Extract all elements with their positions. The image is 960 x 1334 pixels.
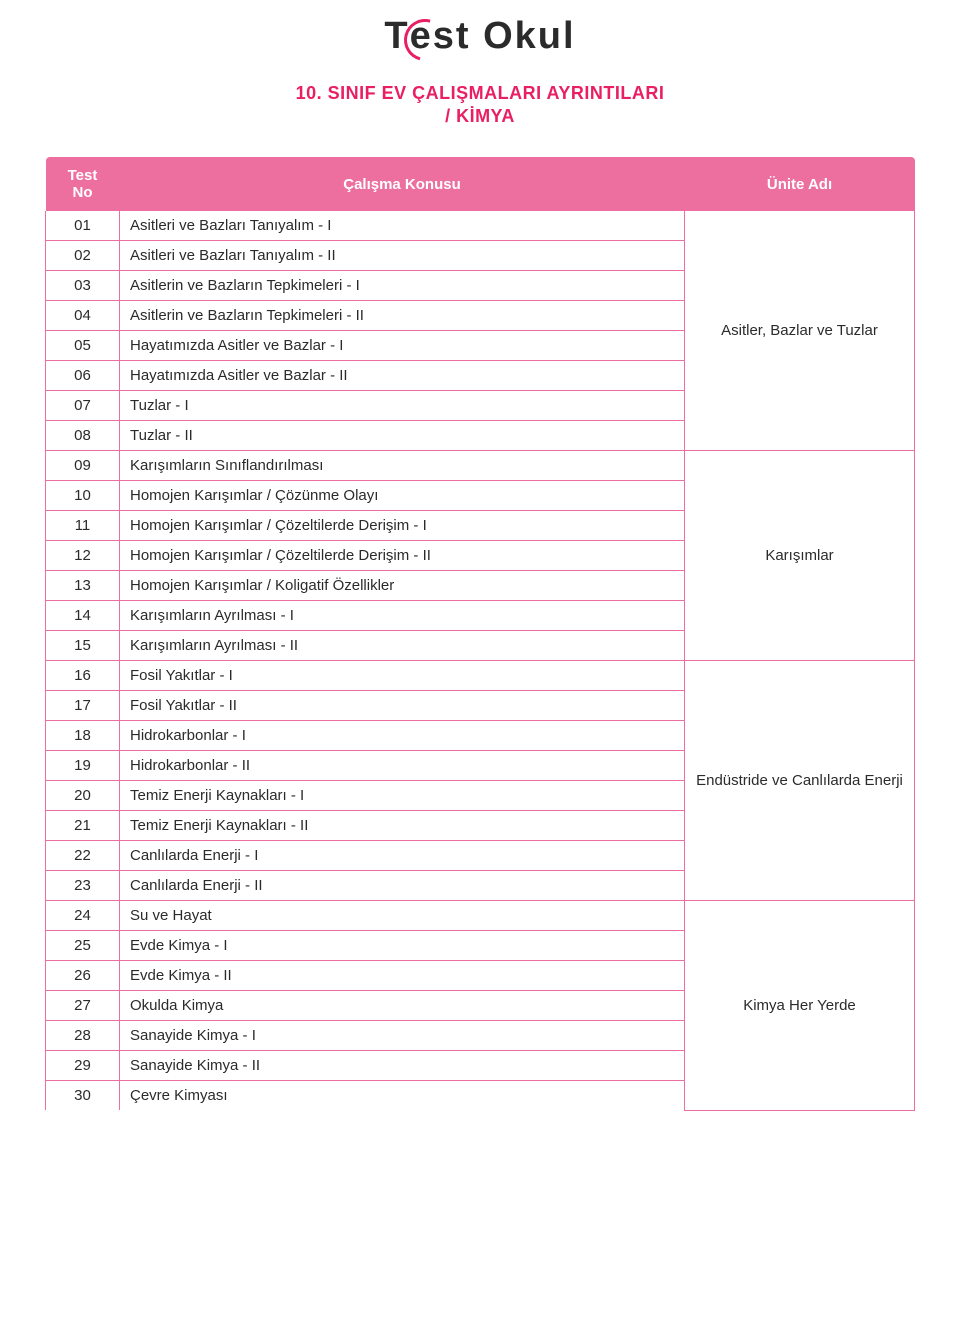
col-header-no: Test No: [46, 157, 120, 211]
table-header-row: Test No Çalışma Konusu Ünite Adı: [46, 157, 915, 211]
cell-no: 20: [46, 781, 120, 811]
cell-topic: Evde Kimya - II: [120, 961, 685, 991]
cell-no: 24: [46, 901, 120, 931]
cell-no: 23: [46, 871, 120, 901]
page-subtitle: / KİMYA: [0, 106, 960, 127]
cell-topic: Homojen Karışımlar / Çözeltilerde Derişi…: [120, 541, 685, 571]
cell-no: 14: [46, 601, 120, 631]
table-row: 09Karışımların SınıflandırılmasıKarışıml…: [46, 451, 915, 481]
cell-topic: Asitleri ve Bazları Tanıyalım - I: [120, 211, 685, 241]
cell-topic: Tuzlar - I: [120, 391, 685, 421]
cell-unit: Karışımlar: [685, 451, 915, 661]
cell-topic: Su ve Hayat: [120, 901, 685, 931]
cell-no: 10: [46, 481, 120, 511]
cell-topic: Karışımların Ayrılması - II: [120, 631, 685, 661]
page-title: 10. SINIF EV ÇALIŞMALARI AYRINTILARI: [0, 83, 960, 104]
cell-topic: Hidrokarbonlar - I: [120, 721, 685, 751]
logo-circled-letter: e: [410, 15, 433, 58]
cell-no: 28: [46, 1021, 120, 1051]
cell-unit: Kimya Her Yerde: [685, 901, 915, 1111]
cell-topic: Temiz Enerji Kaynakları - I: [120, 781, 685, 811]
cell-no: 08: [46, 421, 120, 451]
cell-no: 17: [46, 691, 120, 721]
cell-no: 04: [46, 301, 120, 331]
cell-topic: Karışımların Sınıflandırılması: [120, 451, 685, 481]
table-row: 01Asitleri ve Bazları Tanıyalım - IAsitl…: [46, 211, 915, 241]
cell-unit: Asitler, Bazlar ve Tuzlar: [685, 211, 915, 451]
cell-topic: Sanayide Kimya - II: [120, 1051, 685, 1081]
cell-topic: Çevre Kimyası: [120, 1081, 685, 1111]
col-header-topic: Çalışma Konusu: [120, 157, 685, 211]
cell-topic: Hayatımızda Asitler ve Bazlar - I: [120, 331, 685, 361]
table-container: Test No Çalışma Konusu Ünite Adı 01Asitl…: [45, 157, 915, 1111]
cell-topic: Homojen Karışımlar / Çözeltilerde Derişi…: [120, 511, 685, 541]
cell-no: 26: [46, 961, 120, 991]
cell-no: 29: [46, 1051, 120, 1081]
cell-topic: Evde Kimya - I: [120, 931, 685, 961]
cell-no: 12: [46, 541, 120, 571]
cell-topic: Canlılarda Enerji - II: [120, 871, 685, 901]
cell-no: 27: [46, 991, 120, 1021]
cell-no: 01: [46, 211, 120, 241]
cell-topic: Hidrokarbonlar - II: [120, 751, 685, 781]
cell-no: 25: [46, 931, 120, 961]
topics-table: Test No Çalışma Konusu Ünite Adı 01Asitl…: [45, 157, 915, 1111]
cell-no: 06: [46, 361, 120, 391]
cell-topic: Hayatımızda Asitler ve Bazlar - II: [120, 361, 685, 391]
cell-no: 19: [46, 751, 120, 781]
cell-topic: Asitlerin ve Bazların Tepkimeleri - I: [120, 271, 685, 301]
cell-no: 21: [46, 811, 120, 841]
cell-no: 18: [46, 721, 120, 751]
cell-topic: Okulda Kimya: [120, 991, 685, 1021]
cell-topic: Asitlerin ve Bazların Tepkimeleri - II: [120, 301, 685, 331]
cell-topic: Sanayide Kimya - I: [120, 1021, 685, 1051]
cell-no: 09: [46, 451, 120, 481]
cell-no: 16: [46, 661, 120, 691]
table-row: 16Fosil Yakıtlar - IEndüstride ve Canlıl…: [46, 661, 915, 691]
cell-no: 07: [46, 391, 120, 421]
cell-topic: Asitleri ve Bazları Tanıyalım - II: [120, 241, 685, 271]
cell-no: 03: [46, 271, 120, 301]
logo-suffix: st Okul: [433, 15, 576, 57]
cell-no: 30: [46, 1081, 120, 1111]
cell-unit: Endüstride ve Canlılarda Enerji: [685, 661, 915, 901]
cell-topic: Fosil Yakıtlar - I: [120, 661, 685, 691]
cell-topic: Homojen Karışımlar / Koligatif Özellikle…: [120, 571, 685, 601]
cell-topic: Temiz Enerji Kaynakları - II: [120, 811, 685, 841]
logo: Test Okul: [0, 0, 960, 58]
col-header-unit: Ünite Adı: [685, 157, 915, 211]
cell-no: 13: [46, 571, 120, 601]
table-row: 24Su ve HayatKimya Her Yerde: [46, 901, 915, 931]
cell-topic: Karışımların Ayrılması - I: [120, 601, 685, 631]
cell-topic: Homojen Karışımlar / Çözünme Olayı: [120, 481, 685, 511]
cell-no: 22: [46, 841, 120, 871]
cell-topic: Tuzlar - II: [120, 421, 685, 451]
cell-no: 02: [46, 241, 120, 271]
cell-topic: Fosil Yakıtlar - II: [120, 691, 685, 721]
cell-no: 15: [46, 631, 120, 661]
cell-no: 05: [46, 331, 120, 361]
cell-topic: Canlılarda Enerji - I: [120, 841, 685, 871]
table-body: 01Asitleri ve Bazları Tanıyalım - IAsitl…: [46, 211, 915, 1110]
cell-no: 11: [46, 511, 120, 541]
